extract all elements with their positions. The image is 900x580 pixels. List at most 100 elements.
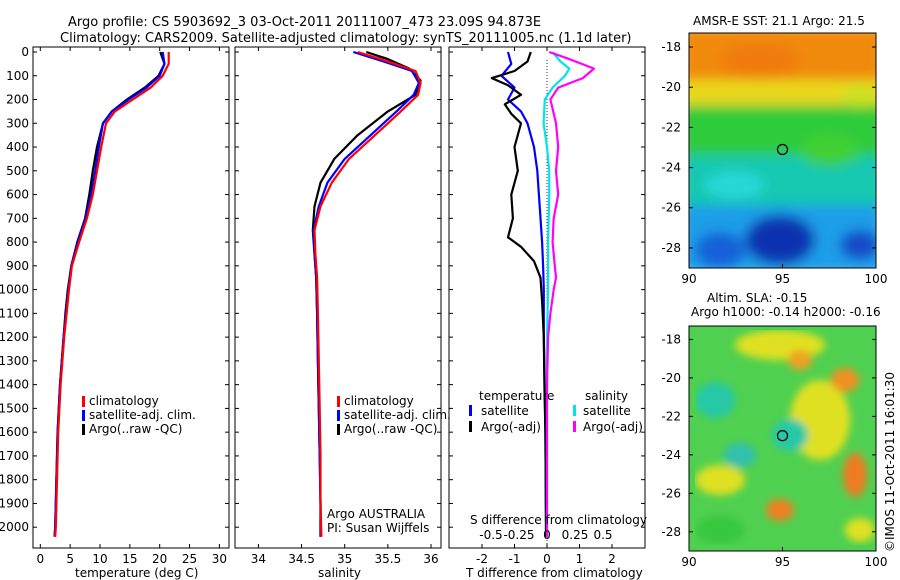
temperature-line-satellite-adj-clim xyxy=(53,51,166,537)
imos-credit: ©IMOS 11-Oct-2011 16:01:30 xyxy=(883,372,897,552)
sst-cold-east xyxy=(840,230,876,260)
s-tick-label: -0.25 xyxy=(503,528,534,542)
y-tick-label: 2000 xyxy=(0,520,29,534)
x-tick-label: 36 xyxy=(423,552,438,566)
y-tick-label: 1000 xyxy=(0,283,29,297)
y-tick-label: 300 xyxy=(6,116,29,130)
lon-tick-label: 90 xyxy=(681,555,696,569)
lat-tick-label: -24 xyxy=(661,161,681,175)
argo-pi-label: PI: Susan Wijffels xyxy=(327,521,429,535)
legend-swatch-argo xyxy=(337,424,340,435)
argo-position-marker xyxy=(776,143,789,156)
sla-orange-1 xyxy=(788,350,812,370)
legend-swatch-t-argo xyxy=(469,421,472,432)
lat-tick-label: -28 xyxy=(661,241,681,255)
legend-label-climatology: climatology xyxy=(89,394,159,408)
sla-orange-2 xyxy=(831,368,859,392)
title-line-2: Climatology: CARS2009. Satellite-adjuste… xyxy=(60,31,632,46)
x-tick-label: 35.5 xyxy=(374,552,401,566)
x-tick-label: 20 xyxy=(152,552,167,566)
lon-tick-label: 100 xyxy=(865,555,888,569)
legend-swatch-s-argo xyxy=(573,421,576,432)
sst-map-title: AMSR-E SST: 21.1 Argo: 21.5 xyxy=(693,14,865,28)
temperature-difference-line-argo-adj xyxy=(490,51,548,537)
legend-swatch-argo xyxy=(82,424,85,435)
argo-position-marker xyxy=(776,430,789,442)
legend-title-salinity: salinity xyxy=(585,389,628,403)
sla-map-title-2: Argo h1000: -0.14 h2000: -0.16 xyxy=(691,305,881,319)
s-tick-label: 0.25 xyxy=(562,528,589,542)
x-tick-label: 25 xyxy=(182,552,197,566)
temperature-line-argo-raw-qc xyxy=(53,51,166,537)
y-tick-label: 1800 xyxy=(0,473,29,487)
legend-swatch-climatology xyxy=(337,396,340,407)
legend-label-satellite: satellite-adj. clim. xyxy=(344,408,451,422)
legend-label-s-argo: Argo(-adj) xyxy=(583,420,643,434)
lon-tick-label: 90 xyxy=(681,272,696,286)
lat-tick-label: -28 xyxy=(661,525,681,539)
s-tick-label: -0.5 xyxy=(479,528,502,542)
sla-orange-4 xyxy=(843,453,867,497)
x-tick-label: 30 xyxy=(212,552,227,566)
y-tick-label: 1700 xyxy=(0,449,29,463)
sla-yellow-4 xyxy=(845,518,875,542)
salinity-line-satellite-adj-clim xyxy=(312,50,420,537)
legend-label-argo: Argo(..raw -QC) xyxy=(344,422,437,436)
y-tick-label: 600 xyxy=(6,188,29,202)
y-tick-label: 500 xyxy=(6,164,29,178)
lat-tick-label: -20 xyxy=(661,80,681,94)
sla-teal-3 xyxy=(724,443,756,467)
x-tick-label: 10 xyxy=(92,552,107,566)
salinity-difference-line-argo-adj xyxy=(545,50,596,537)
temperature-difference-line-satellite xyxy=(500,51,548,537)
temperature-legend: climatology satellite-adj. clim. Argo(..… xyxy=(82,394,196,436)
y-tick-label: 400 xyxy=(6,140,29,154)
sst-green-patch xyxy=(800,134,860,166)
salinity-line-climatology xyxy=(313,50,422,537)
x-tick-label: 1 xyxy=(576,552,584,566)
temperature-line-climatology xyxy=(54,52,170,537)
y-tick-label: 700 xyxy=(6,211,29,225)
legend-label-argo: Argo(..raw -QC) xyxy=(89,422,182,436)
x-tick-label: 0 xyxy=(36,552,44,566)
x-tick-label: 34 xyxy=(251,552,266,566)
sla-map-panel: Altim. SLA: -0.15 Argo h1000: -0.14 h200… xyxy=(661,291,887,569)
sst-map-panel: AMSR-E SST: 21.1 Argo: 21.5 90 95 100 -18 -2… xyxy=(661,14,887,286)
legend-label-s-satellite: satellite xyxy=(583,404,631,418)
sst-yellow-patch xyxy=(842,83,876,107)
lat-tick-label: -26 xyxy=(661,486,681,500)
temperature-panel: 0100200300400500600700800900100011001200… xyxy=(0,45,230,580)
t-difference-xlabel: T difference from climatology xyxy=(465,566,643,580)
legend-label-climatology: climatology xyxy=(344,394,414,408)
y-tick-label: 1300 xyxy=(0,354,29,368)
lat-tick-label: -20 xyxy=(661,371,681,385)
sla-teal-2 xyxy=(772,419,808,451)
y-tick-label: 1100 xyxy=(0,306,29,320)
x-tick-label: 34.5 xyxy=(288,552,315,566)
x-tick-label: -1 xyxy=(509,552,521,566)
legend-swatch-satellite xyxy=(337,410,340,421)
y-tick-label: 100 xyxy=(6,69,29,83)
salinity-legend: climatology satellite-adj. clim. Argo(..… xyxy=(337,394,451,436)
legend-swatch-climatology xyxy=(82,396,85,407)
sla-field xyxy=(689,326,876,551)
temperature-axes xyxy=(32,46,230,549)
lon-tick-label: 100 xyxy=(865,272,888,286)
sst-orange-patch xyxy=(720,44,800,76)
lat-tick-label: -22 xyxy=(661,120,681,134)
title-line-1: Argo profile: CS 5903692_3 03-Oct-2011 2… xyxy=(68,15,541,30)
temperature-xlabel: temperature (deg C) xyxy=(75,566,198,580)
sst-teal-patch xyxy=(705,171,765,199)
lon-tick-label: 95 xyxy=(775,272,790,286)
legend-title-temperature: temperature xyxy=(479,389,554,403)
salinity-panel: 34 34.5 35 35.5 36 salinity climatology sate… xyxy=(234,46,451,580)
salinity-axes xyxy=(234,46,442,549)
y-tick-label: 1200 xyxy=(0,330,29,344)
difference-legend: temperature salinity satellite Argo(-adj… xyxy=(469,389,643,434)
y-tick-label: 800 xyxy=(6,235,29,249)
sst-cold-patch xyxy=(695,232,745,268)
y-tick-label: 1900 xyxy=(0,496,29,510)
sst-field xyxy=(689,33,876,268)
x-tick-label: 5 xyxy=(66,552,74,566)
lat-tick-label: -18 xyxy=(661,40,681,54)
